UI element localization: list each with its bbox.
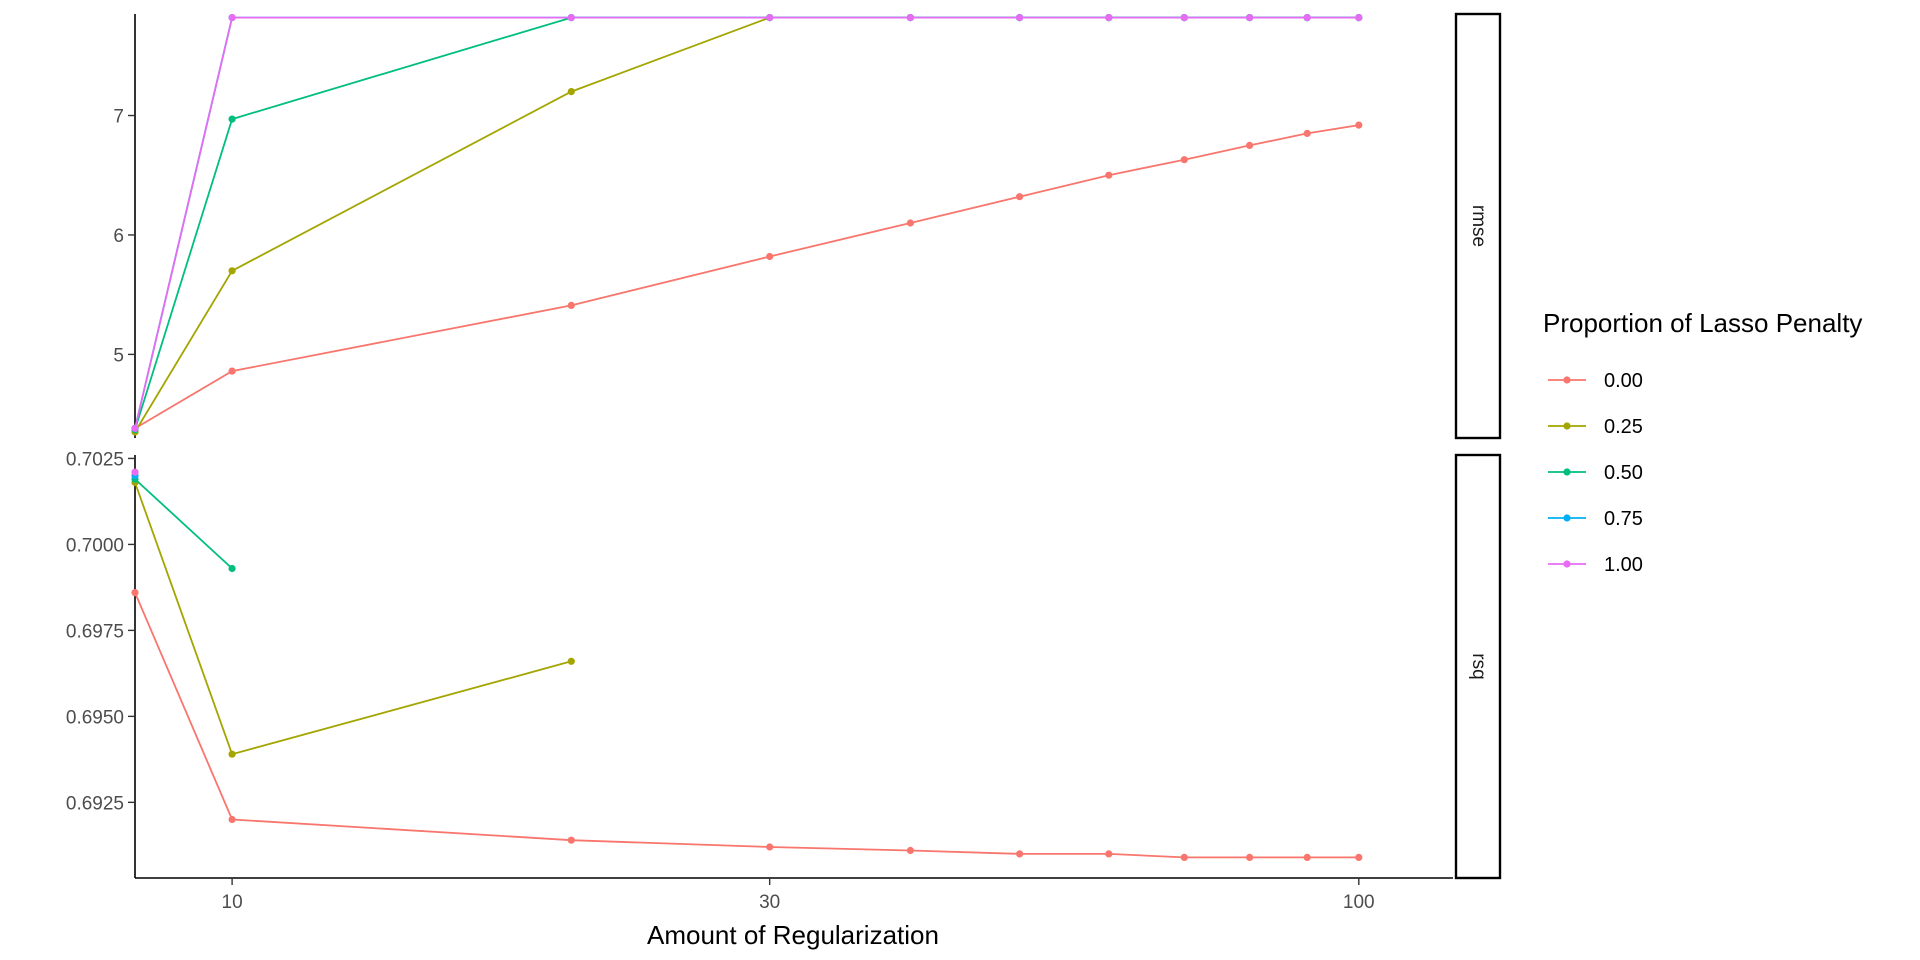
series-line: [134, 16, 1359, 429]
series-line: [134, 482, 572, 756]
data-point: [228, 14, 236, 22]
data-point: [1355, 14, 1363, 22]
y-tick-label: 0.6925: [66, 793, 124, 814]
legend-label: 1.00: [1604, 554, 1643, 576]
facet-strip-label: rmse: [1468, 205, 1489, 247]
legend-label: 0.50: [1604, 462, 1643, 484]
series-1.00: [131, 468, 139, 476]
data-point: [1180, 156, 1188, 164]
data-point: [766, 14, 774, 22]
x-axis: 10 30 100: [222, 878, 1375, 913]
series-0.25: [131, 478, 575, 758]
data-point: [1246, 853, 1254, 862]
legend-title: Proportion of Lasso Penalty: [1543, 308, 1862, 338]
legend-entry: 1.00: [1548, 554, 1643, 576]
data-point: [766, 252, 774, 261]
y-tick-label: 0.6950: [66, 707, 124, 728]
legend-key-point: [1563, 560, 1571, 568]
data-point: [228, 564, 236, 573]
data-point: [1246, 14, 1254, 22]
x-tick-label: 100: [1343, 892, 1375, 913]
data-point: [228, 367, 236, 375]
legend: Proportion of Lasso Penalty 0.00 0.25 0.50…: [1543, 308, 1862, 576]
series-0.00: [131, 589, 1363, 862]
data-point: [1246, 141, 1254, 149]
x-axis-title: Amount of Regularization: [647, 920, 939, 950]
x-tick-label: 10: [222, 892, 243, 913]
data-point: [567, 657, 575, 665]
panel-rmse: 5 6 7 rmse: [113, 12, 1502, 440]
y-tick-label: 6: [113, 226, 124, 247]
data-point: [567, 88, 575, 96]
data-point: [766, 843, 774, 851]
data-point: [1105, 14, 1113, 22]
data-point: [228, 115, 236, 123]
facet-strip: [1454, 12, 1502, 440]
series-line: [134, 16, 1359, 429]
x-tick-label: 30: [759, 892, 780, 913]
data-point: [1016, 850, 1024, 858]
series-line: [134, 124, 1359, 430]
data-point: [1105, 850, 1113, 858]
data-point: [131, 424, 139, 432]
legend-entry: 0.75: [1548, 508, 1643, 530]
data-point: [1105, 171, 1113, 179]
data-point: [1016, 14, 1024, 22]
data-point: [1355, 853, 1363, 862]
data-point: [906, 14, 915, 22]
legend-key-point: [1563, 514, 1571, 522]
data-point: [131, 589, 139, 597]
series-line: [134, 478, 233, 570]
panel-rsq: 0.6925 0.6950 0.6975 0.7000 0.7025 rsq: [66, 449, 1502, 880]
y-tick-label: 0.7025: [66, 449, 124, 470]
data-point: [1303, 129, 1311, 137]
legend-entry: 0.25: [1548, 416, 1643, 438]
data-point: [228, 267, 236, 275]
series-0.25: [131, 14, 1363, 436]
legend-label: 0.00: [1604, 370, 1643, 392]
data-point: [567, 301, 575, 309]
y-tick-label: 5: [113, 345, 124, 366]
series-0.50: [131, 475, 236, 573]
legend-key-point: [1563, 422, 1571, 430]
legend-label: 0.75: [1604, 508, 1643, 530]
data-point: [228, 815, 236, 824]
series-line: [134, 16, 1359, 433]
y-tick-label: 0.6975: [66, 621, 124, 642]
data-point: [131, 468, 139, 476]
data-point: [1303, 853, 1311, 862]
data-point: [1016, 193, 1024, 201]
data-point: [906, 219, 915, 227]
facet-strip-label: rsq: [1468, 653, 1489, 679]
data-point: [1303, 14, 1311, 22]
y-tick-label: 0.7000: [66, 535, 124, 556]
series-line: [134, 592, 1359, 859]
data-point: [1180, 14, 1188, 22]
facet-strip: [1454, 453, 1502, 880]
data-point: [567, 14, 575, 22]
data-point: [567, 836, 575, 844]
series-line: [134, 16, 1359, 430]
series-1.00: [131, 14, 1363, 432]
legend-key-point: [1563, 468, 1571, 476]
legend-key-point: [1563, 376, 1571, 384]
data-point: [1355, 121, 1363, 129]
data-point: [906, 846, 915, 855]
y-tick-label: 7: [113, 107, 124, 128]
legend-entry: 0.50: [1548, 462, 1643, 484]
series-0.00: [131, 121, 1363, 432]
data-point: [1180, 853, 1188, 862]
legend-label: 0.25: [1604, 416, 1643, 438]
legend-entry: 0.00: [1548, 370, 1643, 392]
series-0.50: [131, 14, 1363, 434]
series-0.75: [131, 14, 1363, 432]
data-point: [228, 750, 236, 758]
